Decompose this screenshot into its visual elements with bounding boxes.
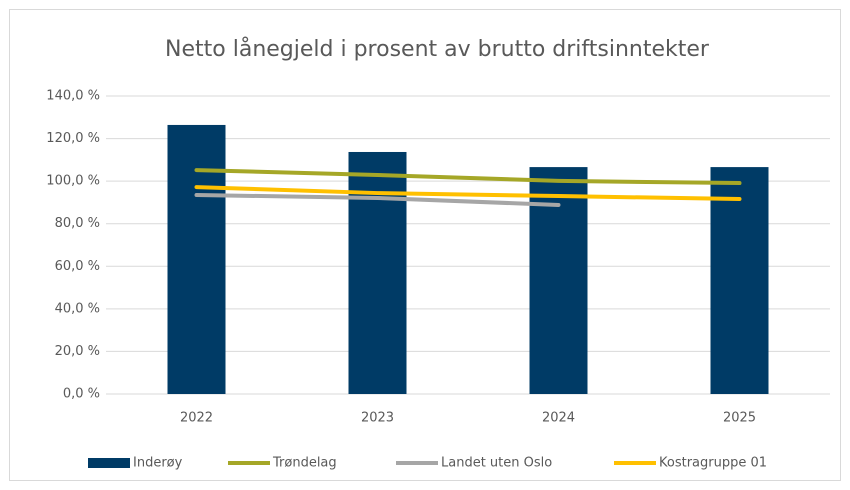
y-tick-label: 0,0 %	[63, 387, 100, 402]
line	[194, 192, 561, 207]
y-tick-label: 20,0 %	[55, 344, 100, 359]
legend-label: Landet uten Oslo	[441, 456, 552, 471]
y-tick-label: 60,0 %	[55, 259, 100, 274]
y-tick-label: 140,0 %	[46, 89, 100, 104]
x-tick-label: 2022	[180, 411, 213, 426]
line	[194, 168, 742, 186]
bar	[348, 151, 407, 394]
legend-label: Inderøy	[133, 456, 183, 471]
x-tick-label: 2024	[542, 411, 575, 426]
chart-title: Netto lånegjeld i prosent av brutto drif…	[165, 36, 710, 62]
legend-label: Kostragruppe 01	[659, 456, 767, 471]
x-tick-label: 2023	[361, 411, 394, 426]
y-tick-label: 120,0 %	[46, 131, 100, 146]
legend-label: Trøndelag	[272, 456, 337, 471]
chart-border	[9, 9, 841, 481]
bar	[167, 124, 226, 394]
bar	[710, 167, 769, 394]
x-tick-label: 2025	[723, 411, 756, 426]
line	[194, 185, 742, 202]
y-tick-label: 80,0 %	[55, 216, 100, 231]
legend-swatch	[88, 458, 130, 468]
bar	[529, 167, 588, 394]
y-tick-label: 100,0 %	[46, 174, 100, 189]
y-tick-label: 40,0 %	[55, 301, 100, 316]
